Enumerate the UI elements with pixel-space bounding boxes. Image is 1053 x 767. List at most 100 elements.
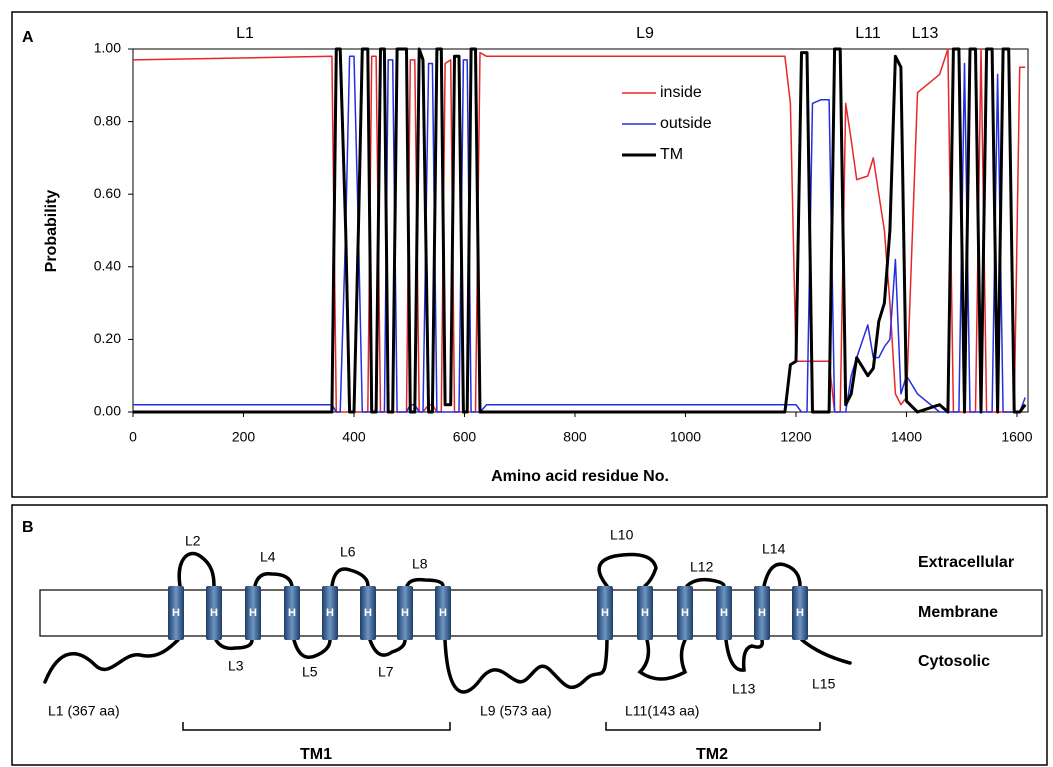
loop xyxy=(762,562,802,588)
y-tick-label: 1.00 xyxy=(94,40,121,56)
loop-label: L7 xyxy=(378,664,394,680)
annotation: L11 xyxy=(855,25,881,42)
panel-label: B xyxy=(22,519,34,536)
x-tick-label: 200 xyxy=(232,429,256,445)
x-tick-label: 400 xyxy=(342,429,366,445)
loop xyxy=(330,567,370,588)
legend-label: TM xyxy=(660,146,683,163)
helix xyxy=(206,586,222,640)
layer-label: Membrane xyxy=(918,604,998,621)
helix-label: H xyxy=(172,607,180,619)
helix xyxy=(284,586,300,640)
loop-label: L8 xyxy=(412,556,428,572)
legend-label: outside xyxy=(660,115,712,132)
x-axis-label: Amino acid residue No. xyxy=(491,468,669,485)
loop-label: L3 xyxy=(228,658,244,674)
loop-label: L14 xyxy=(762,541,786,557)
diagram: B H H H H H H H H H H H H H H L2 L3 L4 L5 L6 L7 L8 L1… xyxy=(22,519,1043,763)
helix xyxy=(792,586,808,640)
loop xyxy=(177,551,216,588)
helix xyxy=(168,586,184,640)
loop xyxy=(214,638,254,651)
helix-label: H xyxy=(249,607,257,619)
helix-label: H xyxy=(364,607,372,619)
x-tick-label: 1000 xyxy=(670,429,701,445)
helix-label: H xyxy=(326,607,334,619)
loop-label: L10 xyxy=(610,527,634,543)
helix-label: H xyxy=(401,607,409,619)
helix-label: H xyxy=(720,607,728,619)
annotation: L9 xyxy=(636,25,654,42)
helix xyxy=(637,586,653,640)
loop xyxy=(368,638,407,657)
loop xyxy=(685,577,726,588)
loop-label: L1 (367 aa) xyxy=(48,703,120,719)
helix xyxy=(360,586,376,640)
helix-label: H xyxy=(796,607,804,619)
loop-label: L9 (573 aa) xyxy=(480,703,552,719)
helix xyxy=(322,586,338,640)
y-tick-label: 0.80 xyxy=(94,112,121,128)
series-line xyxy=(133,55,1026,413)
loop xyxy=(443,638,609,694)
loop-label: L11(143 aa) xyxy=(625,703,699,719)
helix xyxy=(754,586,770,640)
annotation: L13 xyxy=(912,25,939,42)
helix-label: H xyxy=(288,607,296,619)
y-tick-label: 0.60 xyxy=(94,185,121,201)
layer-label: Cytosolic xyxy=(918,653,990,670)
helix xyxy=(716,586,732,640)
helix-label: H xyxy=(439,607,447,619)
x-tick-label: 800 xyxy=(563,429,587,445)
panel-a-frame xyxy=(11,11,1048,498)
domain-label: TM2 xyxy=(696,746,728,763)
x-tick-label: 600 xyxy=(453,429,477,445)
loop xyxy=(405,577,445,588)
loop xyxy=(253,572,294,588)
legend-label: inside xyxy=(660,84,702,101)
panel-b-frame xyxy=(11,504,1048,766)
loop-label: L15 xyxy=(812,676,836,692)
helix xyxy=(597,586,613,640)
bracket xyxy=(182,722,451,731)
loop-label: L12 xyxy=(690,559,714,575)
helix-label: H xyxy=(601,607,609,619)
membrane xyxy=(39,589,1043,637)
helix xyxy=(245,586,261,640)
helix-label: H xyxy=(641,607,649,619)
domain-label: TM1 xyxy=(300,746,332,763)
loop xyxy=(637,638,688,681)
loop-label: L5 xyxy=(302,664,318,680)
annotation: L1 xyxy=(236,25,254,42)
loop-label: L6 xyxy=(340,544,356,560)
loop xyxy=(292,638,332,659)
x-tick-label: 0 xyxy=(129,429,137,445)
x-tick-label: 1200 xyxy=(780,429,811,445)
plot: 0.00 0.20 0.40 0.60 0.80 1.00 0 200 400 600 800 100… xyxy=(94,25,1033,444)
helix xyxy=(677,586,693,640)
helix xyxy=(397,586,413,640)
loop xyxy=(597,552,658,588)
loop xyxy=(43,638,180,684)
helix xyxy=(435,586,451,640)
helix-label: H xyxy=(681,607,689,619)
loop xyxy=(724,638,765,672)
x-tick-label: 1600 xyxy=(1001,429,1032,445)
helix-label: H xyxy=(758,607,766,619)
y-tick-label: 0.40 xyxy=(94,258,121,274)
y-tick-label: 0.20 xyxy=(94,330,121,346)
bracket xyxy=(605,722,821,731)
helix-label: H xyxy=(210,607,218,619)
y-tick-label: 0.00 xyxy=(94,403,121,419)
loop xyxy=(800,638,852,665)
panel-label: A xyxy=(22,29,34,46)
x-tick-label: 1400 xyxy=(891,429,922,445)
y-axis-label: Probability xyxy=(43,190,60,273)
loop-label: L13 xyxy=(732,681,756,697)
loop-label: L2 xyxy=(185,533,201,549)
loop-label: L4 xyxy=(260,549,276,565)
series-line xyxy=(133,47,1027,414)
layer-label: Extracellular xyxy=(918,554,1014,571)
